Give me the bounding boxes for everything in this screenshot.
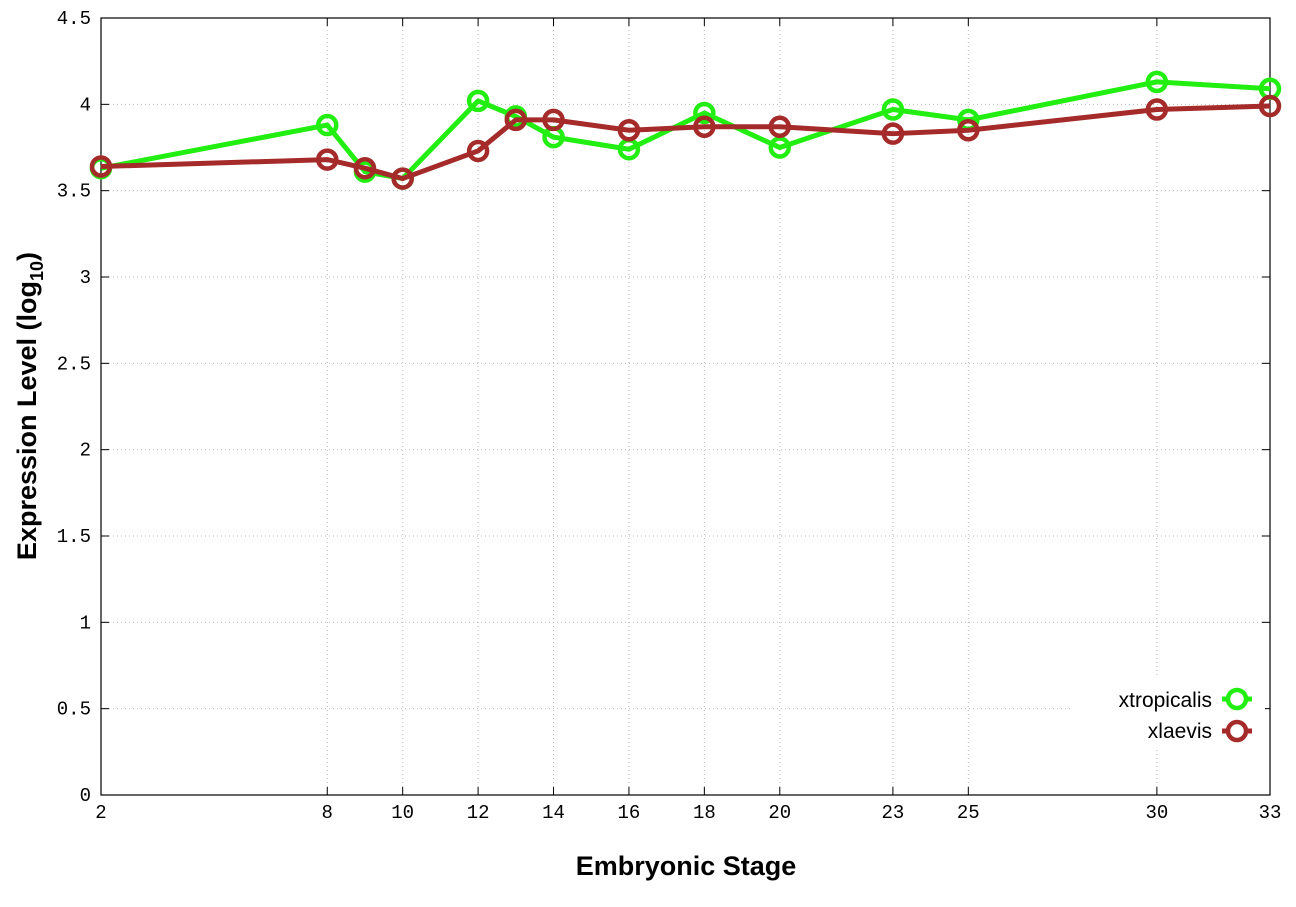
series-line-xlaevis — [100, 103, 1271, 182]
data-point-xlaevis — [504, 108, 528, 132]
legend-label-xtropicalis: xtropicalis — [1119, 689, 1212, 712]
y-tick-label: 1.5 — [57, 526, 91, 548]
plot-frame — [100, 17, 1271, 796]
y-tick-label: 2 — [80, 440, 91, 462]
data-point-xlaevis — [881, 122, 905, 145]
x-axis-title: Embryonic Stage — [576, 851, 797, 881]
y-axis-title-subscript: 10 — [27, 261, 47, 281]
y-tick-label: 2.5 — [57, 353, 91, 375]
y-tick-label: 1 — [80, 612, 91, 634]
data-point-xtropicalis — [1145, 70, 1169, 94]
y-tick-label: 4 — [80, 94, 91, 116]
x-tick-label: 23 — [881, 802, 904, 824]
y-axis-title-main: Expression Level (log — [12, 281, 42, 560]
y-tick-label: 0 — [80, 785, 91, 807]
data-point-xtropicalis — [466, 89, 490, 113]
data-point-xlaevis — [1145, 98, 1169, 121]
x-tick-label: 12 — [467, 802, 490, 824]
grid-lines — [101, 18, 1270, 795]
data-point-xtropicalis — [881, 98, 905, 121]
data-point-xlaevis — [768, 115, 792, 139]
legend-label-xlaevis: xlaevis — [1148, 720, 1212, 743]
x-tick-labels: 2 8 10 12 14 16 18 20 23 25 30 33 — [95, 802, 1281, 824]
x-tick-label: 16 — [618, 802, 641, 824]
y-axis-title: Expression Level (log10) — [12, 252, 47, 560]
data-point-xlaevis — [466, 139, 490, 163]
x-tick-label: 30 — [1145, 802, 1168, 824]
x-tick-label: 14 — [542, 802, 565, 824]
series-layer — [89, 70, 1282, 190]
legend: xtropicalis xlaevis — [1070, 678, 1265, 750]
x-tick-label: 18 — [693, 802, 716, 824]
x-tick-label: 8 — [322, 802, 333, 824]
series-line-xtropicalis — [100, 79, 1271, 182]
x-tick-label: 25 — [957, 802, 980, 824]
y-tick-label: 3 — [80, 267, 91, 289]
data-point-xtropicalis — [768, 136, 792, 159]
x-tick-label: 33 — [1259, 802, 1282, 824]
y-tick-label: 0.5 — [57, 699, 91, 721]
y-tick-label: 4.5 — [57, 8, 91, 30]
data-point-xtropicalis — [316, 113, 339, 137]
data-point-xtropicalis — [693, 101, 716, 125]
y-tick-labels: 0 0.5 1 1.5 2 2.5 3 3.5 4 4.5 — [57, 8, 91, 807]
x-tick-label: 20 — [768, 802, 791, 824]
data-point-xlaevis — [957, 118, 980, 142]
data-point-xlaevis — [391, 167, 414, 190]
data-point-xlaevis — [1258, 94, 1282, 118]
y-axis-title-close: ) — [12, 252, 42, 261]
data-point-xlaevis — [316, 148, 339, 171]
legend-marker-xlaevis — [1225, 719, 1249, 743]
data-point-xlaevis — [693, 115, 716, 139]
data-point-xlaevis — [353, 156, 377, 180]
y-tick-label: 3.5 — [57, 181, 91, 203]
data-point-xlaevis — [542, 108, 565, 132]
legend-marker-xtropicalis — [1225, 687, 1249, 711]
data-point-xlaevis — [617, 118, 641, 142]
data-point-xlaevis — [89, 155, 113, 178]
x-tick-label: 2 — [95, 802, 106, 824]
x-tick-label: 10 — [391, 802, 414, 824]
